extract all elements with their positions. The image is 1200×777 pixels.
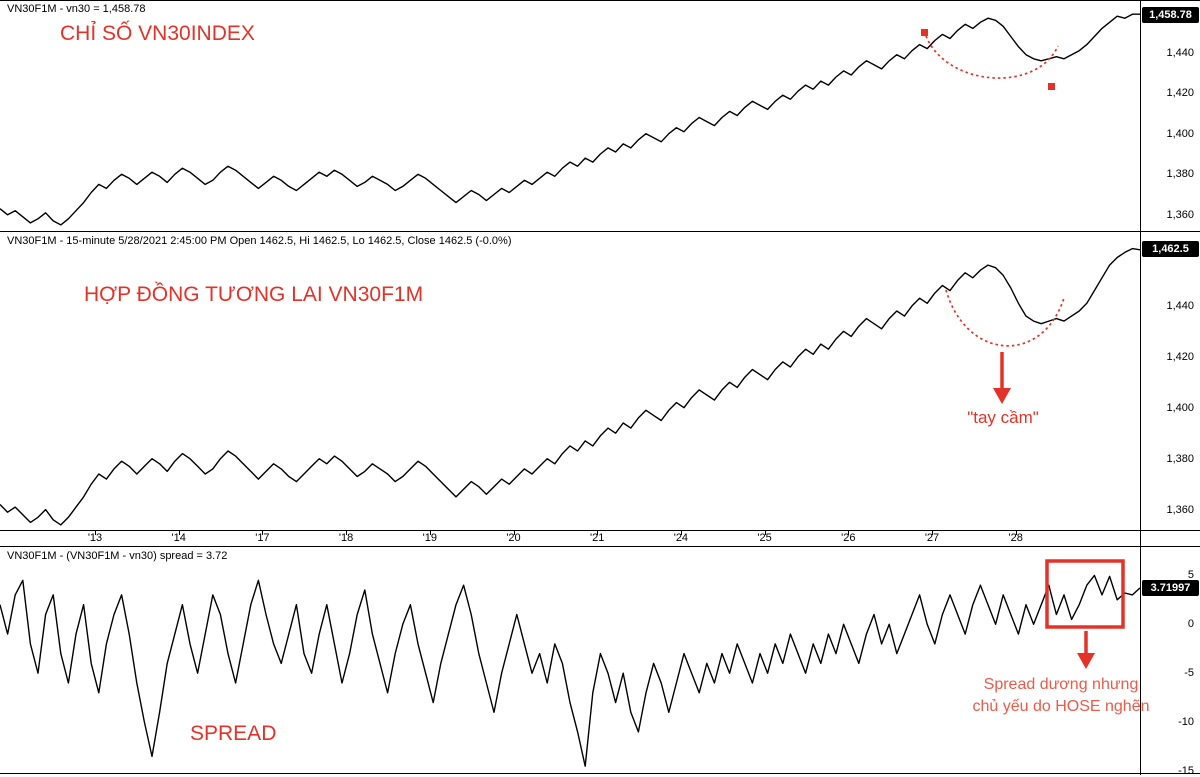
panel-border-bottom bbox=[0, 773, 1200, 774]
y-tick-label: 1,400 bbox=[1166, 127, 1194, 140]
x-tick-label: '17 bbox=[255, 532, 270, 544]
y-tick-label: 1,360 bbox=[1166, 503, 1194, 516]
x-tick-label: '25 bbox=[757, 532, 772, 544]
spread-note: Spread dương nhưng chủ yếu do HOSE nghẽn bbox=[948, 674, 1174, 718]
panel1-title: VN30F1M - vn30 = 1,458.78 bbox=[7, 3, 146, 15]
x-tick-mark bbox=[932, 531, 933, 535]
x-tick-mark bbox=[597, 531, 599, 535]
x-tick-mark bbox=[178, 531, 180, 535]
panel-separator-3 bbox=[0, 546, 1200, 547]
y-tick-label: -5 bbox=[1184, 667, 1194, 680]
y-tick-label: -10 bbox=[1178, 716, 1194, 729]
y-tick-label: 1,420 bbox=[1166, 350, 1194, 363]
vn30index-annotation-label: CHỈ SỐ VN30INDEX bbox=[60, 22, 255, 45]
x-tick-label: '13 bbox=[87, 532, 103, 544]
x-tick-label: '27 bbox=[924, 532, 940, 544]
x-tick-label: '18 bbox=[338, 532, 354, 544]
x-tick-label: '20 bbox=[506, 532, 521, 544]
vn30f1m-annotation-label: HỢP ĐỒNG TƯƠNG LAI VN30F1M bbox=[84, 283, 424, 306]
y-axis: 1,440 1,420 1,400 1,380 1,360 1,458.78 1,440 1,… bbox=[1141, 0, 1200, 777]
y-axis-border bbox=[1140, 0, 1141, 775]
y-tick-label: 1,440 bbox=[1166, 46, 1194, 59]
y-tick-label: 1,360 bbox=[1166, 208, 1194, 221]
x-tick-mark bbox=[513, 531, 515, 535]
x-tick-mark bbox=[346, 531, 348, 535]
x-tick-mark bbox=[95, 531, 96, 535]
spread-note-line2: chủ yếu do HOSE nghẽn bbox=[972, 698, 1150, 715]
last-price-badge: 1,462.5 bbox=[1142, 240, 1199, 257]
x-tick-mark bbox=[262, 531, 264, 535]
panel-separator-2 bbox=[0, 530, 1200, 531]
y-tick-label: 5 bbox=[1187, 569, 1194, 582]
last-price-badge: 1,458.78 bbox=[1142, 6, 1199, 23]
vn30f1m-futures-chart-pane[interactable] bbox=[0, 232, 1140, 530]
y-tick-label: 1,420 bbox=[1166, 87, 1194, 100]
panel-separator-1 bbox=[0, 231, 1200, 232]
x-tick-label: '24 bbox=[673, 532, 689, 544]
handle-annotation-label: "tay cầm" bbox=[967, 408, 1039, 427]
spread-series-line bbox=[0, 574, 1140, 767]
x-tick-mark bbox=[848, 531, 850, 535]
panel-border-top bbox=[0, 0, 1200, 1]
x-tick-mark bbox=[429, 531, 431, 535]
x-tick-mark bbox=[680, 531, 682, 535]
x-tick-mark bbox=[764, 531, 766, 535]
y-tick-label: 1,440 bbox=[1166, 299, 1194, 312]
x-axis-labels: '13 '14 '17 '18 '19 '20 '21 '24 '25 '26 '27 '28 bbox=[0, 531, 1140, 546]
spread-note-line1: Spread dương nhưng bbox=[983, 676, 1139, 693]
spread-chart-pane[interactable] bbox=[0, 547, 1140, 773]
x-tick-label: '19 bbox=[422, 532, 437, 544]
y-tick-label: 1,380 bbox=[1166, 452, 1194, 465]
x-tick-label: '28 bbox=[1008, 532, 1023, 544]
last-price-badge: 3.71997 bbox=[1142, 579, 1199, 596]
y-tick-label: 1,380 bbox=[1166, 168, 1194, 181]
x-tick-label: '21 bbox=[590, 532, 605, 544]
panel2-title: VN30F1M - 15-minute 5/28/2021 2:45:00 PM… bbox=[7, 235, 512, 247]
x-tick-label: '14 bbox=[171, 532, 186, 544]
x-tick-mark bbox=[1015, 531, 1017, 535]
panel3-title: VN30F1M - (VN30F1M - vn30) spread = 3.72 bbox=[7, 550, 228, 562]
x-tick-label: '26 bbox=[841, 532, 856, 544]
y-tick-label: -15 bbox=[1178, 765, 1194, 777]
y-tick-label: 0 bbox=[1187, 618, 1194, 631]
y-tick-label: 1,400 bbox=[1166, 401, 1194, 414]
spread-annotation-label: SPREAD bbox=[190, 722, 277, 745]
